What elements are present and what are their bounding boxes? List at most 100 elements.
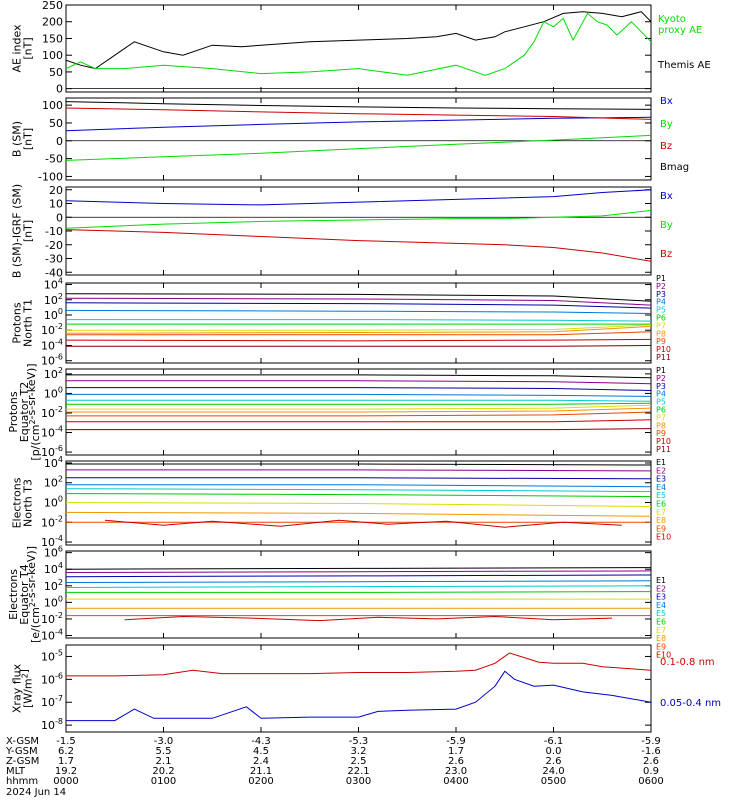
series-line-p3 [66,387,651,391]
series-line-e8 [66,511,651,517]
ephemeris-value: 2.6 [448,756,464,767]
legend-entry: P1 [656,366,666,375]
ephemeris-row-label: Z-GSM [6,756,39,767]
series-line-e6 [66,591,651,593]
panel-frame [65,282,652,364]
legend-entry: E5 [656,491,666,500]
series-line-p4 [66,309,651,314]
y-axis-label: Electrons [11,477,24,528]
legend-entry: P9 [656,429,666,438]
legend-entry: P3 [656,382,666,391]
y-tick-label: 102 [44,366,63,381]
y-tick-label: 0 [56,211,63,224]
y-tick-label: 50 [49,66,63,79]
y-tick-label: 150 [42,32,63,45]
y-axis-label: Xray flux [11,663,24,713]
y-tick-label: 10 [49,198,63,211]
series-line-e6 [66,493,651,498]
y-tick-label: 50 [49,117,63,130]
y-axis-label: North T3 [22,479,35,527]
y-tick-label: 100 [44,594,63,609]
series-line-bz [66,107,651,120]
ephemeris-value: 1.7 [58,756,74,767]
ephemeris-value: -6.1 [544,736,564,747]
legend-entry: E4 [656,483,666,492]
legend-entry: P7 [656,321,666,330]
series-line-p6 [66,402,651,405]
y-tick-label: 10-2 [41,611,63,626]
series-line-p10 [66,419,651,423]
legend-entry: P2 [656,282,666,291]
ephemeris-row-label: MLT [6,766,26,777]
ephemeris-value: 2.5 [351,756,367,767]
legend-entry: E10 [656,533,671,542]
y-tick-label: -50 [45,153,63,166]
legend-entry: E10 [656,651,671,660]
series-line-e5 [66,585,651,588]
legend-entry: Bx [660,96,673,107]
legend-entry: P5 [656,306,666,315]
ephemeris-value: 0.9 [643,766,659,777]
ephemeris-value: -3.0 [154,736,174,747]
y-tick-label: -100 [38,170,63,183]
ephemeris-value: 0100 [151,776,176,787]
series-line-p9 [66,331,651,336]
ephemeris-value: 22.1 [347,766,369,777]
series-line-p4 [66,393,651,397]
legend-entry: E7 [656,508,666,517]
ephemeris-value: 6.2 [58,746,74,757]
legend-entry: Bx [660,191,673,202]
y-axis-label: [p/(cm2-s-sr-keV)] [25,363,42,460]
series-line-p3 [66,302,651,309]
legend-entry: Themis AE [657,60,711,71]
ephemeris-value: 0200 [248,776,273,787]
legend-entry: P9 [656,337,666,346]
ephemeris-value: 1.7 [448,746,464,757]
legend-entry: By [660,119,673,130]
ephemeris-value: 21.1 [250,766,272,777]
legend-entry: E9 [656,642,666,651]
legend-entry: P7 [656,413,666,422]
ephemeris-value: 0.0 [546,746,562,757]
series-line-e4 [66,580,651,583]
ephemeris-value: 2.6 [643,756,659,767]
series-line-e10 [124,615,613,622]
series-line-p11 [66,345,651,347]
ephemeris-value: -5.9 [641,736,661,747]
legend-entry: P6 [656,406,666,415]
ephemeris-value: 2.1 [156,756,172,767]
series-line-bmag [66,101,651,110]
y-axis-label: [e/(cm2-s-sr-keV)] [25,546,42,643]
series-line-p11 [66,428,651,431]
legend-entry: P10 [656,437,671,446]
ephemeris-value: -5.9 [446,736,466,747]
ephemeris-row-label: Y-GSM [5,746,38,757]
y-axis-label: AE index [11,24,24,73]
y-tick-label: 10-6 [41,671,63,686]
ephemeris-value: 5.5 [156,746,172,757]
y-tick-label: 250 [42,0,63,12]
legend-entry: P11 [656,445,671,454]
series-line-e1 [66,463,651,466]
legend-entry: P3 [656,290,666,299]
legend-entry: 0.1-0.8 nm [660,657,715,668]
y-tick-label: 104 [44,277,63,292]
legend-entry: P8 [656,421,666,430]
legend-entry: P6 [656,314,666,323]
series-line-bx [66,116,651,132]
y-axis-label: B (SM) [11,121,24,157]
ephemeris-value: 3.2 [351,746,367,757]
series-line-by [66,209,651,229]
legend-entry: E1 [656,576,666,585]
legend-entry: 0.05-0.4 nm [660,698,721,709]
series-line-bz [66,229,651,262]
y-tick-label: 200 [42,16,63,29]
series-line-p2 [66,380,651,385]
y-tick-label: 100 [42,49,63,62]
y-tick-label: 100 [44,385,63,400]
legend-entry: E6 [656,500,666,509]
ephemeris-value: 19.2 [55,766,77,777]
legend-entry: P4 [656,390,666,399]
